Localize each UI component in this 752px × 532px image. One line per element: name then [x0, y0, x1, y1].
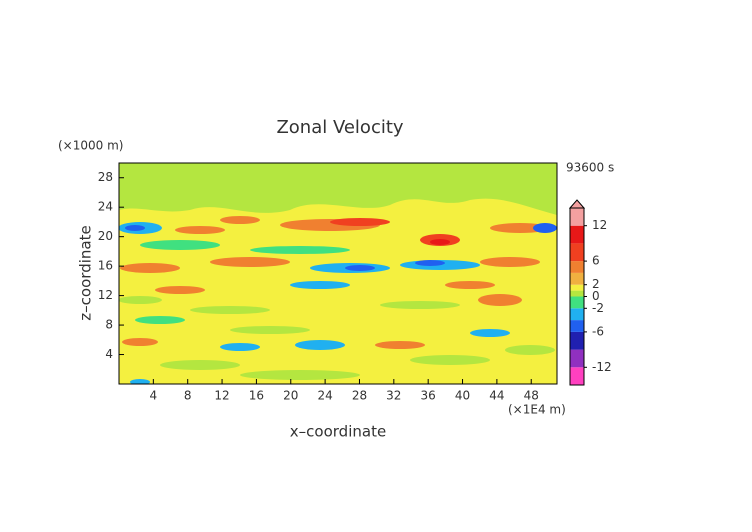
- field-blob: [155, 286, 205, 294]
- colorbar-segment: [570, 284, 584, 291]
- colorbar-segment: [570, 349, 584, 368]
- x-tick-label: 28: [352, 389, 367, 403]
- field-blob: [295, 340, 345, 350]
- field-blob: [330, 218, 390, 226]
- field-blob: [122, 338, 158, 346]
- colorbar-segment: [570, 208, 584, 226]
- field-blob: [478, 294, 522, 306]
- field-blob: [175, 226, 225, 234]
- colorbar-tick-label: -12: [592, 360, 612, 374]
- field-blob: [210, 257, 290, 267]
- field-blob: [445, 281, 495, 289]
- x-tick-label: 24: [317, 389, 332, 403]
- x-tick-label: 48: [524, 389, 539, 403]
- field-blob: [140, 240, 220, 250]
- colorbar-segment: [570, 272, 584, 285]
- field-blob: [130, 379, 150, 384]
- colorbar-segment: [570, 261, 584, 273]
- colorbar-segment: [570, 290, 584, 297]
- colorbar-tick-label: 12: [592, 218, 607, 232]
- y-tick-label: 12: [98, 288, 113, 302]
- x-tick-label: 32: [386, 389, 401, 403]
- field-blob: [220, 343, 260, 351]
- colorbar-segment: [570, 367, 584, 385]
- plot-frame: [118, 162, 558, 385]
- field-blob: [345, 265, 375, 271]
- field-blob: [160, 360, 240, 370]
- field-blob: [480, 257, 540, 267]
- field: [119, 163, 557, 384]
- x-tick-label: 44: [489, 389, 504, 403]
- field-blob: [220, 216, 260, 224]
- colorbar-segment: [570, 320, 584, 332]
- field-blob: [430, 239, 450, 245]
- x-unit: (×1E4 m): [508, 403, 566, 417]
- y-tick-label: 16: [98, 259, 113, 273]
- field-blob: [135, 316, 185, 324]
- x-tick-label: 36: [421, 389, 436, 403]
- time-label: 93600 s: [566, 161, 614, 175]
- colorbar-segment: [570, 308, 584, 321]
- x-tick-label: 12: [214, 389, 229, 403]
- field-blob: [533, 223, 557, 233]
- x-tick-label: 16: [249, 389, 264, 403]
- field-blob: [470, 329, 510, 337]
- field-blob: [290, 281, 350, 289]
- field-blob: [125, 225, 145, 231]
- field-blob: [120, 263, 180, 273]
- field-region: [119, 163, 557, 215]
- y-tick-label: 28: [98, 170, 113, 184]
- colorbar-extension: [568, 199, 586, 209]
- y-tick-label: 20: [98, 229, 113, 243]
- colorbar-tick-label: 2: [592, 277, 600, 291]
- colorbar-segment: [570, 331, 584, 350]
- field-blob: [415, 260, 445, 266]
- x-tick-label: 8: [184, 389, 192, 403]
- colorbar-tick-label: 6: [592, 254, 600, 268]
- field-blob: [240, 370, 360, 380]
- field-blob: [119, 296, 162, 304]
- colorbar-tick-label: 0: [592, 289, 600, 303]
- y-tick-label: 4: [105, 347, 113, 361]
- y-tick-label: 24: [98, 200, 113, 214]
- chart-title: Zonal Velocity: [276, 117, 403, 138]
- field-blob: [380, 301, 460, 309]
- field-blob: [505, 345, 555, 355]
- x-tick-label: 40: [455, 389, 470, 403]
- field-blob: [230, 326, 310, 334]
- colorbar-segment: [570, 225, 584, 244]
- field-blob: [190, 306, 270, 314]
- field-blob: [410, 355, 490, 365]
- x-tick-label: 4: [150, 389, 158, 403]
- y-tick-label: 8: [105, 318, 113, 332]
- y-unit: (×1000 m): [58, 139, 123, 153]
- y-axis-label: z–coordinate: [77, 225, 95, 320]
- field-blob: [375, 341, 425, 349]
- colorbar-segment: [570, 243, 584, 262]
- field-blob: [250, 246, 350, 254]
- colorbar-tick-label: -6: [592, 324, 604, 338]
- x-axis-label: x–coordinate: [290, 423, 386, 441]
- colorbar-segment: [570, 296, 584, 309]
- colorbar-tick-label: -2: [592, 301, 604, 315]
- x-tick-label: 20: [283, 389, 298, 403]
